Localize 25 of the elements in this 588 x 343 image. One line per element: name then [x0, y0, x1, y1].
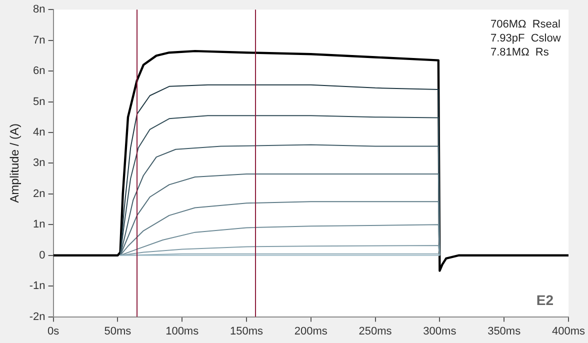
- x-tick-label: 150ms: [230, 325, 264, 338]
- x-tick-label: 250ms: [358, 325, 392, 338]
- y-tick-label: 3n: [33, 157, 46, 170]
- y-tick-label: 7n: [33, 34, 46, 46]
- x-tick-label: 400ms: [552, 325, 586, 338]
- y-tick-label: 0: [39, 249, 46, 262]
- annotation: 706MΩ Rseal: [490, 18, 560, 31]
- x-tick-label: 350ms: [488, 325, 522, 338]
- y-tick-label: 4n: [33, 126, 46, 139]
- annotation: E2: [536, 292, 554, 308]
- x-tick-label: 50ms: [104, 325, 132, 338]
- y-tick-label: 2n: [33, 188, 46, 200]
- annotation: 7.81MΩ Rs: [490, 46, 550, 59]
- y-tick-label: 8n: [33, 4, 46, 16]
- y-tick-label: -2n: [29, 310, 46, 323]
- y-tick-label: 6n: [33, 65, 46, 78]
- x-tick-label: 200ms: [294, 325, 328, 338]
- x-tick-label: 0s: [47, 325, 60, 338]
- y-tick-label: 1n: [33, 218, 46, 231]
- x-tick-label: 100ms: [166, 325, 200, 338]
- y-tick-label: 5n: [33, 96, 46, 108]
- annotation: 7.93pF Cslow: [490, 32, 561, 45]
- x-tick-label: 300ms: [423, 325, 457, 338]
- y-tick-label: -1n: [29, 280, 46, 292]
- y-axis-title: Amplitude / (A): [8, 124, 22, 203]
